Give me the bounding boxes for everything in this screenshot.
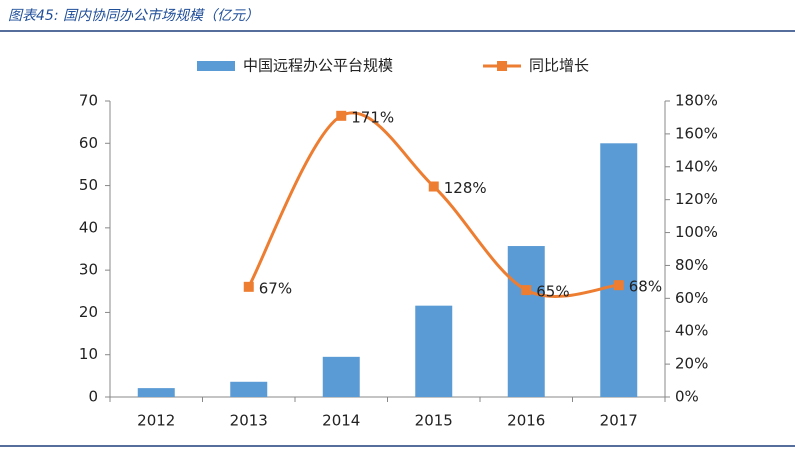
y-tick-label: 0 — [88, 388, 98, 406]
y2-tick-label: 120% — [675, 190, 718, 208]
y-tick-label: 40 — [79, 218, 98, 236]
y2-tick-label: 140% — [675, 157, 718, 175]
y2-tick-label: 0% — [675, 388, 699, 406]
bar — [600, 143, 638, 397]
data-label: 171% — [351, 108, 394, 126]
data-label: 128% — [444, 179, 487, 197]
y-tick-label: 10 — [79, 345, 98, 363]
y-tick-label: 70 — [79, 92, 98, 110]
data-label: 65% — [536, 283, 569, 301]
line-marker — [521, 285, 532, 296]
line — [247, 111, 619, 298]
x-tick-label: 2017 — [600, 412, 638, 430]
legend-label: 中国远程办公平台规模 — [243, 57, 393, 75]
y-tick-label: 50 — [79, 176, 98, 194]
x-tick-label: 2012 — [137, 412, 175, 430]
y-tick-label: 60 — [79, 134, 98, 152]
y2-tick-label: 20% — [675, 355, 708, 373]
bar — [507, 246, 545, 397]
line-marker — [613, 280, 624, 291]
y2-tick-label: 40% — [675, 322, 708, 340]
y-tick-label: 20 — [79, 303, 98, 321]
bar — [137, 388, 175, 397]
y2-tick-label: 80% — [675, 256, 708, 274]
line-marker — [336, 110, 347, 121]
bar — [322, 356, 360, 397]
data-label: 68% — [629, 278, 662, 296]
chart-title: 图表45: 国内协同办公市场规模（亿元） — [8, 8, 259, 24]
legend-swatch — [497, 61, 508, 71]
y-tick-label: 30 — [79, 261, 98, 279]
x-tick-label: 2014 — [322, 412, 360, 430]
line-marker — [243, 281, 254, 292]
y2-tick-label: 180% — [675, 92, 718, 110]
legend-label: 同比增长 — [529, 57, 589, 75]
line-marker — [428, 181, 439, 192]
data-label: 67% — [259, 279, 292, 297]
y2-tick-label: 160% — [675, 124, 718, 142]
x-tick-label: 2016 — [507, 412, 545, 430]
x-tick-label: 2013 — [230, 412, 268, 430]
y2-tick-label: 100% — [675, 223, 718, 241]
x-tick-label: 2015 — [415, 412, 453, 430]
bar — [230, 381, 268, 397]
y2-tick-label: 60% — [675, 289, 708, 307]
legend-swatch — [197, 61, 235, 71]
bar — [415, 305, 453, 397]
